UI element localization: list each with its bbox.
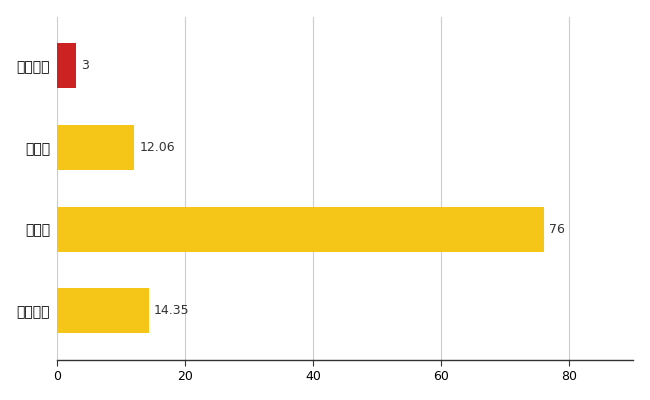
Bar — [57, 125, 135, 170]
Text: 76: 76 — [549, 223, 565, 236]
Bar — [57, 207, 543, 252]
Bar — [57, 43, 76, 88]
Text: 12.06: 12.06 — [140, 141, 175, 154]
Text: 3: 3 — [81, 59, 89, 72]
Bar — [57, 288, 149, 333]
Text: 14.35: 14.35 — [154, 304, 190, 317]
